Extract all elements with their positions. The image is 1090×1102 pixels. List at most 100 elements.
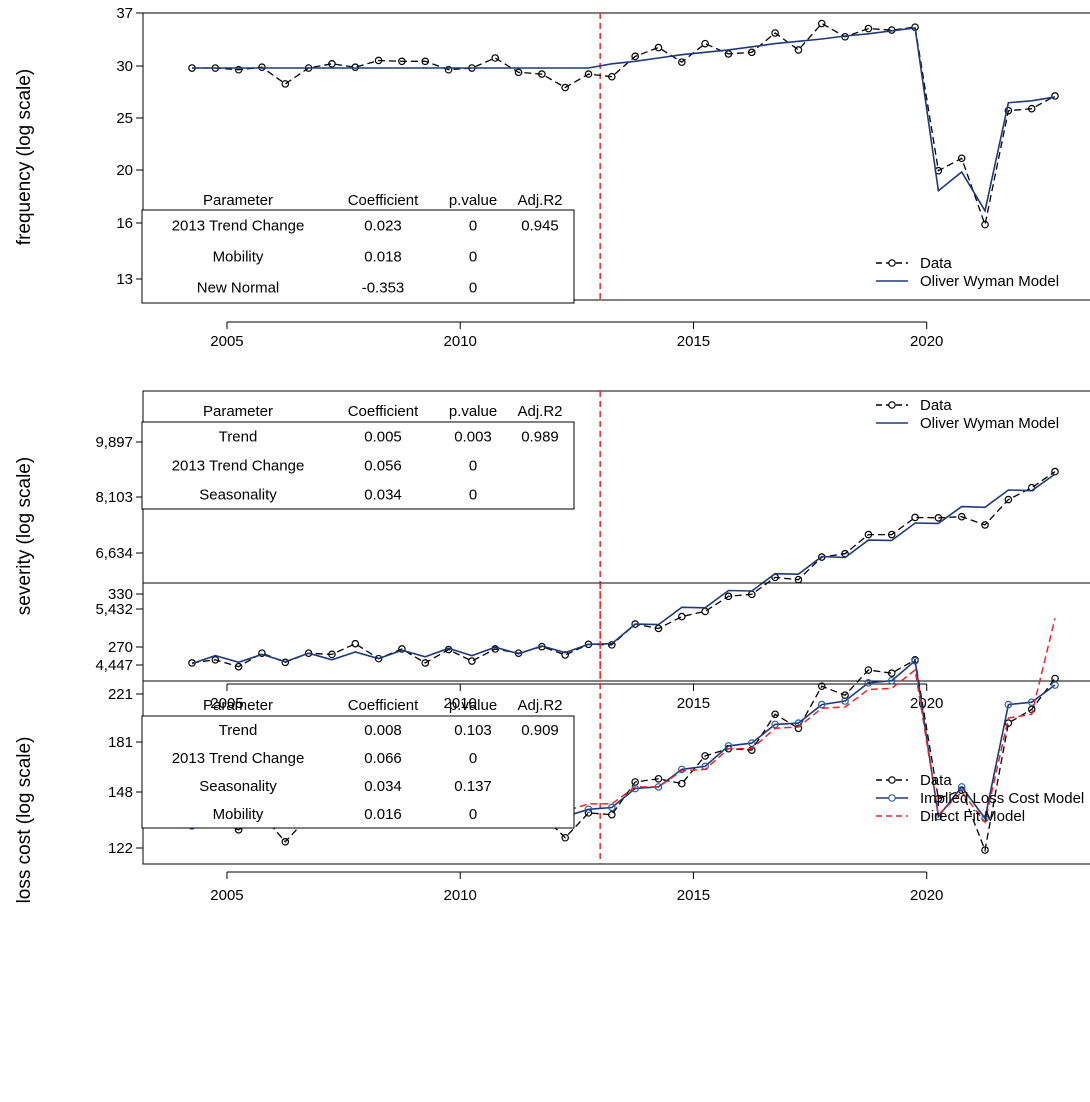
table-cell: 0 [469,280,477,297]
series-implied-loss-cost-model-point [911,657,919,665]
table-cell: Trend [219,429,258,446]
series-data-point [374,654,383,663]
series-data-point [421,57,430,66]
x-tick-label: 2010 [444,333,477,350]
table-cell: 0.034 [364,487,402,504]
series-data-point [304,649,313,657]
series-data-point [374,56,383,65]
legend-label: Data [920,397,952,414]
series-data-point [887,530,896,539]
legend-marker [888,259,896,267]
series-data-point [864,24,873,33]
table-cell: 0 [469,806,477,823]
table-header: p.value [449,697,497,714]
series-data-point [678,779,686,788]
y-tick-label: 270 [108,639,133,656]
table-header: Parameter [203,403,273,420]
series-data-point [281,658,290,667]
table-cell: 0.103 [454,722,492,739]
series-data-point [631,52,639,61]
table-cell: 0 [469,249,477,266]
series-implied-loss-cost-model-point [887,676,896,685]
series-data-point [328,650,336,659]
x-tick-label: 2020 [910,887,943,904]
table-header: Coefficient [348,697,419,714]
table-cell: 0 [469,487,477,504]
series-data-line [191,471,1056,668]
table-header: p.value [449,192,497,209]
table-cell: 0 [469,750,477,767]
x-tick-label: 2005 [210,695,243,712]
series-data-point [747,746,756,754]
x-tick-label: 2020 [910,695,943,712]
table-header: Parameter [203,697,273,714]
series-data-point [234,65,243,74]
series-data-point [724,50,733,58]
y-axis-label: frequency (log scale) [14,69,35,245]
plot-frame [142,390,1090,682]
series-data-point [654,43,663,52]
y-axis-label: severity (log scale) [14,457,35,615]
series-data-point [1051,467,1059,476]
series-data-point [1004,495,1013,504]
series-data-point [538,70,546,78]
table-cell: 0.018 [364,249,402,266]
series-data-point [771,710,779,719]
series-data-point [421,659,430,667]
series-data-point [654,774,663,783]
series-data-point [864,666,873,674]
series-data-point [678,612,686,621]
x-tick-label: 2015 [677,887,710,904]
series-data-point [817,682,826,690]
series-data-point [981,220,989,229]
y-axis-label: loss cost (log scale) [14,737,35,904]
series-data-point [934,514,943,522]
series-data-point [258,63,266,71]
table-cell: 0.034 [364,778,402,795]
series-data-point [328,60,336,68]
table-cell: Mobility [213,249,264,266]
x-tick-label: 2010 [444,695,477,712]
y-tick-label: 20 [116,162,133,179]
legend-label: Data [920,772,952,789]
series-implied-loss-cost-model-point [678,765,686,774]
y-tick-label: 37 [116,5,133,22]
series-implied-loss-cost-model-point [747,739,756,747]
series-data-point [281,80,290,88]
series-implied-loss-cost-model-point [608,803,616,812]
series-data-point [584,70,593,78]
series-implied-loss-cost-model-point [1004,700,1013,709]
legend-marker [888,794,896,802]
series-data-point [887,669,896,677]
table-header: Parameter [203,192,273,209]
table-header: Adj.R2 [517,192,562,209]
table-cell: 0.066 [364,750,402,767]
series-data-point [981,846,989,854]
x-tick-label: 2005 [210,887,243,904]
series-data-point [514,68,523,77]
table-cell: Trend [219,722,258,739]
series-data-point [398,645,406,653]
series-data-point [561,83,569,92]
series-data-point [608,810,616,819]
panel-3: 122 148 181 221 270 330 loss cost (log scale) 2… [14,582,1090,904]
series-data-point [981,521,989,529]
legend-label: Implied Loss Cost Model [920,790,1084,807]
table-cell: 0.945 [521,218,559,235]
y-tick-label: 330 [108,586,133,603]
x-tick-label: 2015 [677,333,710,350]
parameter-table-box [141,209,575,304]
table-cell: Seasonality [199,778,277,795]
table-cell: 2013 Trend Change [172,750,305,767]
table-header: Adj.R2 [517,697,562,714]
y-tick-label: 181 [108,734,133,751]
table-cell: 2013 Trend Change [172,218,305,235]
table-cell: 0 [469,218,477,235]
panel-2: 4,447 5,432 6,634 8,103 9,897 severity (log s… [14,390,1090,712]
series-implied-loss-cost-model-point [584,805,593,814]
table-cell: 0.023 [364,218,402,235]
x-tick-label: 2020 [910,333,943,350]
table-cell: 0.005 [364,429,402,446]
series-data-point [771,29,779,37]
y-tick-label: 122 [108,840,133,857]
